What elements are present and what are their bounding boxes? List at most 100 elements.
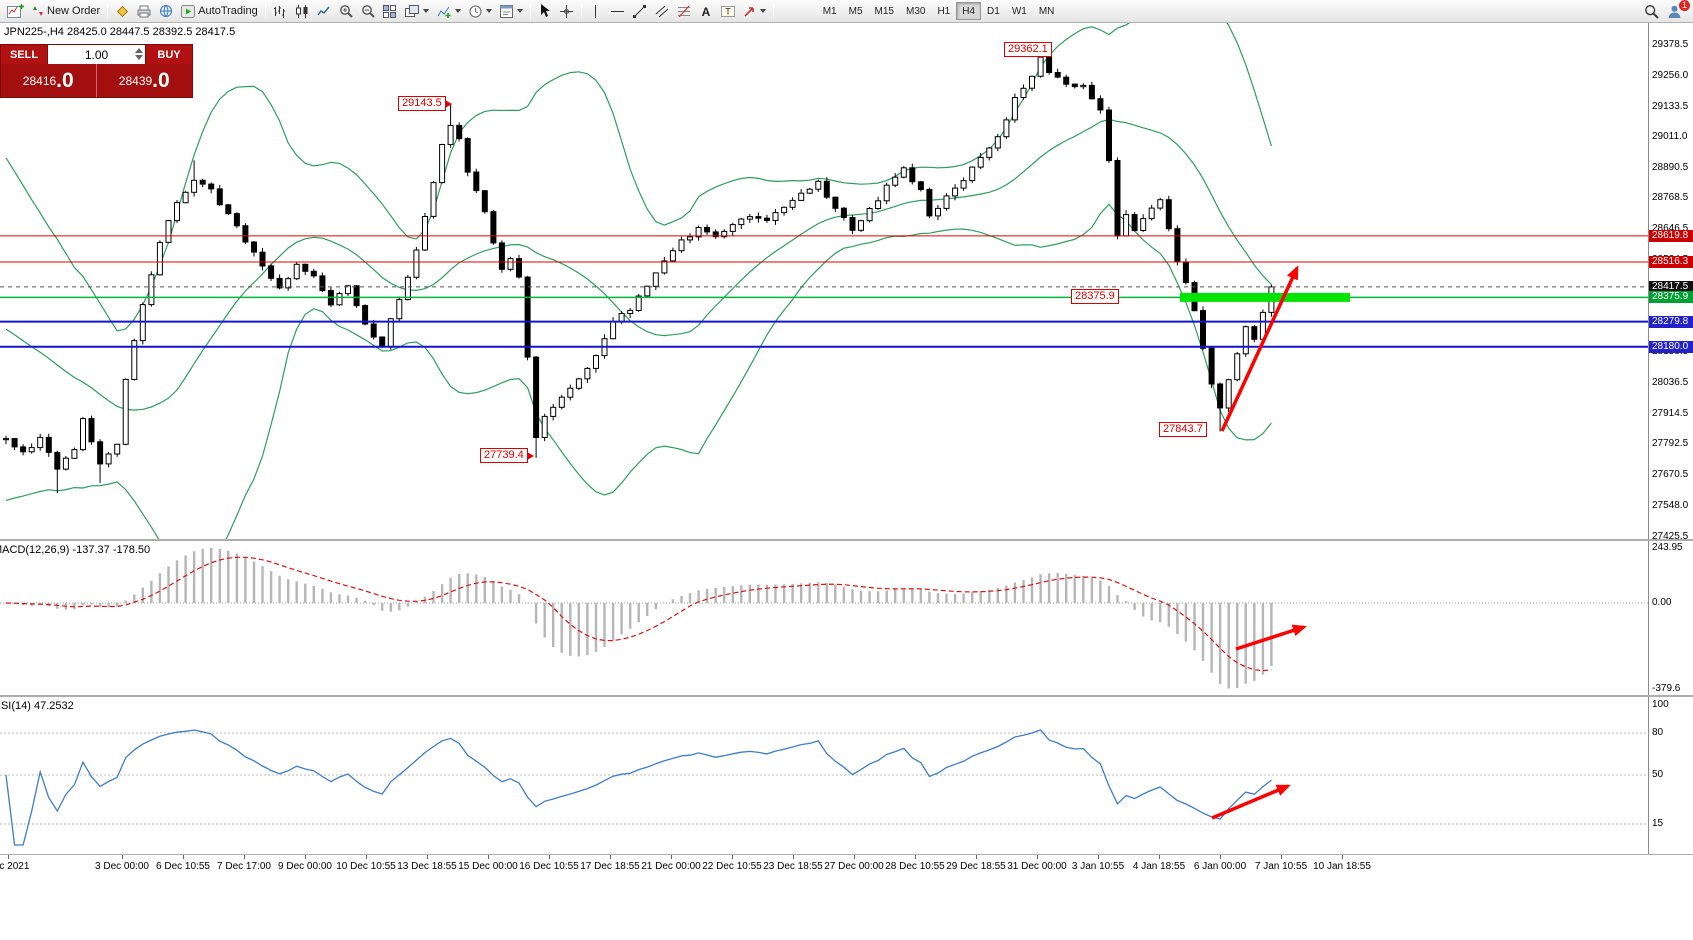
buy-price-base: 28439 xyxy=(118,73,153,88)
templates-button[interactable] xyxy=(496,1,527,21)
rsi-canvas[interactable] xyxy=(0,698,1648,854)
zoom-out-button[interactable] xyxy=(357,1,379,21)
time-tick xyxy=(732,855,733,859)
new-chart-button[interactable] xyxy=(3,1,28,21)
time-axis-label: 4 Jan 18:55 xyxy=(1132,861,1186,872)
print-button[interactable] xyxy=(133,1,155,21)
price-scale[interactable]: 29378.5 29256.0 29133.5 29011.0 28890.5 28768… xyxy=(1648,23,1693,854)
price-annotation[interactable]: 28375.9 xyxy=(1071,289,1119,304)
timeframe-button-w1[interactable]: W1 xyxy=(1006,2,1033,20)
autotrading-button[interactable]: AutoTrading xyxy=(177,1,262,21)
crosshair-button[interactable] xyxy=(556,1,578,21)
price-axis-label: 27670.5 xyxy=(1652,469,1689,480)
time-axis-label: 28 Dec 10:55 xyxy=(885,861,945,872)
time-axis-label: 13 Dec 18:55 xyxy=(397,861,457,872)
panel-splitter[interactable] xyxy=(0,539,1693,541)
time-tick xyxy=(854,855,855,859)
price-axis-label: 28768.5 xyxy=(1652,192,1689,203)
timeframe-button-m1[interactable]: M1 xyxy=(817,2,843,20)
trendline-tool-button[interactable] xyxy=(629,1,651,21)
timeframe-button-h4[interactable]: H4 xyxy=(956,2,982,20)
cursor-button[interactable] xyxy=(534,1,556,21)
periods-button[interactable] xyxy=(465,1,496,21)
price-axis-label: 27914.5 xyxy=(1652,408,1689,419)
timeframe-button-m5[interactable]: M5 xyxy=(843,2,869,20)
timeframe-toolbar: M1 M5 M15 M30 H1 H4 D1 W1 MN xyxy=(817,2,1061,20)
time-tick xyxy=(793,855,794,859)
timeframe-button-m30[interactable]: M30 xyxy=(900,2,931,20)
price-annotation[interactable]: 27843.7 xyxy=(1159,422,1207,437)
price-chart-canvas[interactable] xyxy=(0,23,1648,540)
tile-windows-icon xyxy=(383,4,397,18)
cursor-icon xyxy=(541,4,551,17)
price-annotation[interactable]: 29362.1 xyxy=(1004,42,1052,57)
vertical-line-tool-button[interactable] xyxy=(585,1,607,21)
account-button[interactable]: 1 xyxy=(1663,0,1690,21)
spinner-up-icon[interactable] xyxy=(135,48,143,53)
text-icon: A xyxy=(701,5,710,18)
zoom-in-icon xyxy=(339,5,353,18)
price-badge: 28180.0 xyxy=(1649,341,1693,353)
price-axis-label: 28890.5 xyxy=(1652,162,1689,173)
metaeditor-button[interactable] xyxy=(111,1,133,21)
timeframe-button-mn[interactable]: MN xyxy=(1033,2,1061,20)
text-label-tool-button[interactable]: T xyxy=(717,1,739,21)
template-icon xyxy=(499,4,513,18)
price-axis-label: 28646.5 xyxy=(1652,223,1689,234)
timeframe-button-d1[interactable]: D1 xyxy=(981,2,1006,20)
indicators-button[interactable] xyxy=(433,1,465,21)
horizontal-line-tool-button[interactable] xyxy=(607,1,629,21)
arrows-tool-button[interactable] xyxy=(739,1,770,21)
timeframe-button-m15[interactable]: M15 xyxy=(869,2,900,20)
chevron-down-icon xyxy=(485,9,492,13)
toolbar-separator xyxy=(772,3,774,19)
sell-price-big-digits: .0 xyxy=(56,69,74,92)
timeframe-button-h1[interactable]: H1 xyxy=(931,2,956,20)
macd-axis-label: -379.6 xyxy=(1652,683,1681,694)
price-annotation[interactable]: 29143.5 xyxy=(398,96,452,111)
text-tool-button[interactable]: A xyxy=(695,1,717,21)
panel-splitter[interactable] xyxy=(0,695,1693,697)
search-icon xyxy=(1645,4,1659,19)
price-annotation[interactable]: 27739.4 xyxy=(480,448,534,463)
rsi-axis-label: 80 xyxy=(1652,727,1664,738)
price-axis-label: 29133.5 xyxy=(1652,101,1689,112)
time-tick xyxy=(1098,855,1099,859)
channel-tool-button[interactable] xyxy=(651,1,673,21)
sell-price[interactable]: 28416.0 xyxy=(1,64,97,97)
price-badge: 28619.8 xyxy=(1649,230,1693,242)
volume-input[interactable]: 1.00 xyxy=(47,45,146,64)
buy-price[interactable]: 28439.0 xyxy=(96,64,192,97)
text-label-icon: T xyxy=(720,5,735,17)
time-axis-label: 6 Dec 10:55 xyxy=(156,861,210,872)
bar-chart-button[interactable] xyxy=(269,1,291,21)
time-axis-label: 10 Dec 10:55 xyxy=(336,861,396,872)
autotrading-play-icon xyxy=(181,4,196,18)
price-axis-label: 28036.5 xyxy=(1652,377,1689,388)
fibonacci-tool-button[interactable] xyxy=(673,1,695,21)
time-axis[interactable]: Dec 2021 3 Dec 00:00 6 Dec 10:55 7 Dec 17:0… xyxy=(0,854,1693,940)
cascade-windows-icon xyxy=(404,4,419,17)
tile-windows-button[interactable] xyxy=(379,1,401,21)
volume-spinner[interactable] xyxy=(135,48,143,60)
cascade-windows-button[interactable] xyxy=(401,1,433,21)
sell-button[interactable]: SELL xyxy=(1,45,47,64)
candlesticks-icon xyxy=(295,4,308,18)
new-order-button[interactable]: New Order xyxy=(28,1,104,21)
search-button[interactable] xyxy=(1640,1,1663,21)
candlestick-chart-button[interactable] xyxy=(291,1,313,21)
macd-canvas[interactable] xyxy=(0,542,1648,696)
spinner-down-icon[interactable] xyxy=(135,55,143,60)
zoom-in-button[interactable] xyxy=(335,1,357,21)
one-click-trading-widget: SELL 1.00 BUY 28416.0 28439.0 xyxy=(0,44,193,98)
community-button[interactable] xyxy=(155,1,177,21)
rsi-axis-label: 50 xyxy=(1652,769,1664,780)
volume-value: 1.00 xyxy=(84,47,109,62)
annotation-arrow-icon xyxy=(444,99,452,108)
line-chart-button[interactable] xyxy=(313,1,335,21)
time-tick xyxy=(915,855,916,859)
buy-button[interactable]: BUY xyxy=(146,45,192,64)
time-tick xyxy=(1220,855,1221,859)
macd-indicator-label: MACD(12,26,9) -137.37 -178.50 xyxy=(0,544,151,556)
